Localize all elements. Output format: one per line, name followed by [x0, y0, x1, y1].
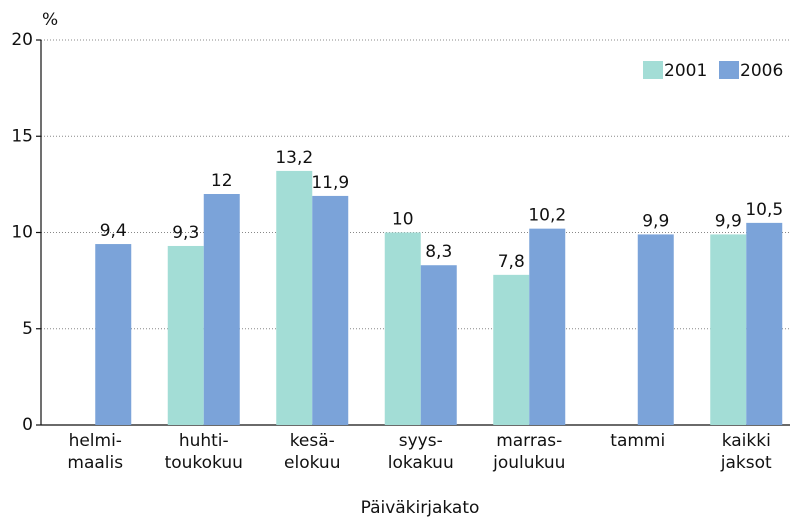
x-tick-label: huhti-toukokuu	[165, 431, 243, 473]
x-tick-label: kaikki jaksot	[720, 431, 772, 473]
data-label: 9,9	[642, 211, 669, 231]
y-tick-label: 5	[22, 319, 33, 339]
data-label: 10,5	[745, 200, 783, 220]
data-label: 7,8	[498, 252, 525, 272]
bar	[312, 195, 349, 425]
y-tick-label: 15	[11, 126, 33, 146]
y-tick-label: 20	[11, 30, 33, 50]
legend-label: 2006	[740, 61, 783, 81]
bar	[493, 274, 530, 425]
bar	[95, 244, 132, 425]
data-label: 9,4	[100, 221, 127, 241]
legend-swatch	[719, 61, 739, 79]
bar	[276, 170, 313, 425]
data-label: 9,3	[172, 223, 199, 243]
data-label: 10	[392, 210, 414, 230]
x-tick-label: helmi-maalis	[67, 431, 123, 473]
data-label: 10,2	[528, 206, 566, 226]
bar	[710, 234, 747, 425]
x-axis-label: Päiväkirjakato	[361, 498, 480, 518]
x-tick-label: marras-joulukuu	[492, 431, 565, 473]
data-label: 11,9	[311, 173, 349, 193]
x-tick-label: syys-lokakuu	[388, 431, 454, 473]
legend-label: 2001	[664, 61, 707, 81]
data-label: 8,3	[425, 242, 452, 262]
bar	[167, 245, 204, 425]
bar	[637, 234, 674, 425]
bar	[529, 228, 566, 425]
data-label: 12	[211, 171, 233, 191]
legend-swatch	[643, 61, 663, 79]
bar	[746, 222, 783, 425]
y-axis-label: %	[42, 10, 58, 30]
y-tick-label: 0	[22, 415, 33, 435]
x-tick-label: kesä-elokuu	[284, 431, 340, 473]
x-tick-label: tammi	[610, 431, 665, 451]
data-label: 9,9	[715, 211, 742, 231]
data-label: 13,2	[275, 148, 313, 168]
bar	[420, 265, 457, 425]
y-tick-label: 10	[11, 223, 33, 243]
bar	[203, 194, 240, 425]
bar	[384, 232, 421, 425]
